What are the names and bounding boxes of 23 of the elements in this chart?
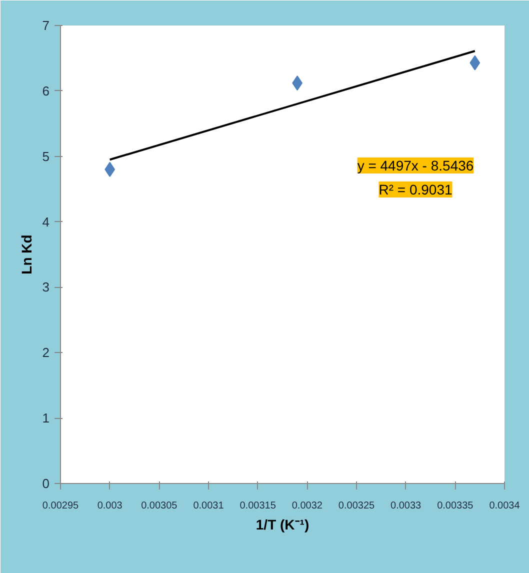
x-tick-label: 0.00325	[338, 500, 376, 512]
annotation: R² = 0.9031	[378, 182, 452, 198]
y-axis-title: Ln Kd	[18, 234, 34, 274]
x-tick-label: 0.00315	[240, 500, 276, 512]
x-tick-label: 0.00305	[141, 500, 178, 512]
y-tick-label: 2	[42, 345, 50, 360]
y-tick-label: 4	[42, 214, 50, 230]
point	[470, 55, 480, 70]
x-tick-label: 0.0031	[193, 500, 224, 512]
x-tick-label: 0.00335	[437, 500, 474, 512]
y-tick-label: 6	[42, 83, 50, 98]
y-tick-label: 1	[42, 410, 50, 426]
y-tick-label: 5	[42, 148, 50, 164]
y-tick-label: 0	[42, 476, 50, 491]
x-tick-label: 0.0032	[292, 500, 323, 512]
annotation: y = 4497x - 8.5436	[357, 158, 474, 174]
x-tick-label: 0.00295	[42, 500, 80, 512]
y-tick-label: 3	[42, 280, 50, 295]
x-tick-label: 0.0033	[390, 500, 422, 512]
x-tick-label: 0.003	[97, 500, 123, 512]
y-tick-label: 7	[42, 18, 50, 33]
x-axis-title: 1/T (K⁻¹)	[256, 516, 310, 532]
x-tick-label: 0.0034	[489, 500, 520, 512]
